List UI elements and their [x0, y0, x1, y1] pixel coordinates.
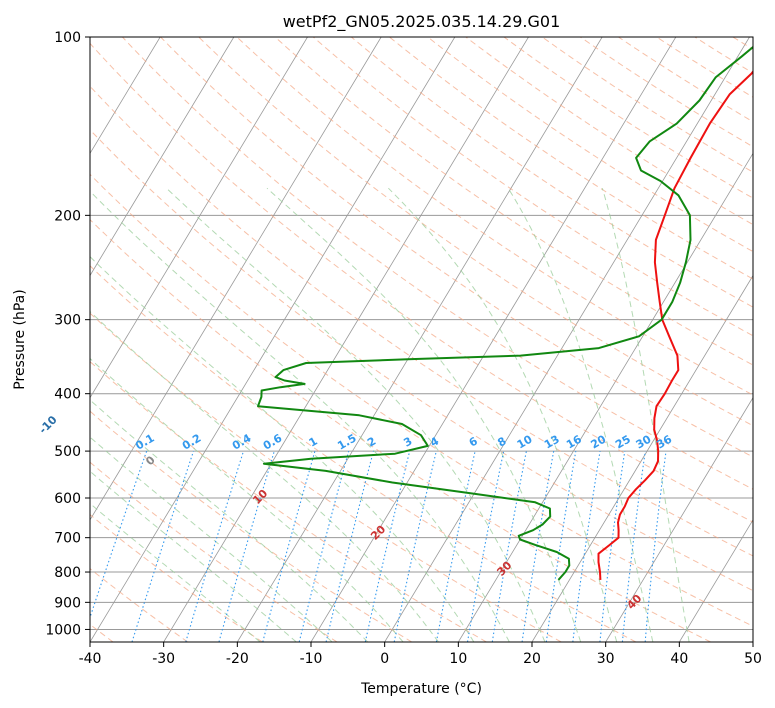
moist-adiabat-line	[266, 187, 582, 642]
dry-adiabat-line	[236, 37, 753, 396]
y-tick-label: 500	[54, 444, 81, 460]
x-tick-label: -20	[226, 651, 249, 667]
dry-adiabat-line	[503, 37, 753, 199]
y-tick-label: 1000	[45, 622, 81, 638]
dry-adiabat-line	[90, 265, 637, 642]
x-tick-label: 30	[597, 651, 615, 667]
y-tick-label: 800	[54, 565, 81, 581]
dry-adiabat-line	[90, 410, 413, 642]
y-tick-label: 600	[54, 491, 81, 507]
moist-adiabat-line	[388, 187, 618, 642]
isotherm-line	[531, 274, 753, 642]
mixing-ratio-line	[185, 450, 245, 642]
plot-background	[90, 37, 753, 642]
y-tick-label: 400	[54, 387, 81, 403]
dry-adiabat-line	[90, 360, 487, 642]
x-axis-label: Temperature (°C)	[360, 681, 482, 697]
y-tick-label: 700	[54, 531, 81, 547]
plot-frame	[89, 36, 754, 643]
y-tick-label: 300	[54, 313, 81, 329]
dry-adiabat-line	[580, 37, 753, 148]
chart-title: wetPf2_GN05.2025.035.14.29.G01	[283, 12, 561, 32]
isotherm-line	[90, 37, 308, 399]
moist-adiabat-line	[507, 187, 654, 642]
mixing-ratio-line	[364, 450, 411, 642]
dry-adiabat-label: -10	[36, 413, 59, 436]
mixing-ratio-line	[131, 450, 195, 642]
dry-adiabat-line	[90, 173, 753, 627]
dry-adiabat-line	[771, 37, 775, 642]
x-tick-label: 0	[380, 651, 389, 667]
isotherm-line	[0, 37, 13, 642]
axis-ticks: -40 -30 -20 -10 0 10 20 30 40 50 100 200 300 400 500 60…	[45, 30, 762, 667]
dry-adiabat-line	[160, 37, 753, 458]
isotherm-line	[752, 641, 753, 642]
isotherm-line	[605, 396, 753, 642]
dry-adiabat-line	[312, 37, 753, 337]
x-tick-label: 20	[523, 651, 541, 667]
mixing-ratio-line	[466, 450, 505, 642]
dry-adiabat-line	[541, 37, 753, 173]
moist-adiabat-line	[90, 256, 475, 642]
dry-adiabat-line	[198, 37, 753, 427]
x-tick-label: 50	[744, 651, 762, 667]
mixing-ratio-line	[393, 450, 437, 642]
dry-adiabat-line	[90, 514, 263, 642]
isotherm-line	[90, 37, 382, 521]
isotherm-line	[384, 37, 750, 642]
dry-adiabat-line	[274, 37, 753, 366]
x-tick-label: 40	[670, 651, 688, 667]
moist-adiabat-line	[166, 187, 546, 642]
isotherm-line	[236, 37, 603, 642]
dry-adiabat-line	[90, 85, 753, 557]
mixing-ratio-line	[491, 450, 527, 642]
isotherm-line	[90, 37, 235, 277]
data-series	[257, 45, 753, 581]
x-tick-label: -30	[152, 651, 175, 667]
mixing-ratio-line	[521, 450, 555, 642]
mixing-ratio-line	[545, 451, 577, 642]
isotherm-line	[678, 519, 753, 642]
mixing-ratio-line	[621, 451, 646, 642]
y-tick-label: 900	[54, 595, 81, 611]
x-tick-label: -10	[300, 651, 323, 667]
mixing-ratio-line	[572, 451, 601, 642]
moist-adiabat-line	[90, 436, 333, 642]
mixing-ratio-line	[325, 450, 375, 642]
moist-adiabat-line	[90, 190, 510, 642]
dewpoint-profile-line	[257, 45, 753, 581]
isotherm-line	[163, 37, 529, 642]
y-tick-label: 100	[54, 30, 81, 46]
mixing-ratio-line	[90, 450, 148, 620]
temperature-profile-line	[597, 69, 753, 580]
dry-adiabat-line	[122, 37, 753, 490]
mixing-ratio-line	[218, 450, 275, 642]
y-tick-label: 200	[54, 208, 81, 224]
mixing-ratio-line	[435, 450, 476, 642]
mixing-ratio-line	[262, 450, 316, 642]
y-axis-label: Pressure (hPa)	[12, 289, 28, 389]
x-tick-label: -40	[79, 651, 102, 667]
moist-adiabat-line	[90, 357, 404, 642]
moist-adiabat-line	[90, 502, 261, 642]
isotherm-line	[90, 37, 161, 155]
isotherm-line	[457, 152, 753, 642]
mixing-ratio-line	[298, 450, 350, 642]
isotherm-line	[90, 37, 456, 642]
x-tick-label: 10	[449, 651, 467, 667]
moist-adiabat-line	[90, 399, 369, 642]
mixing-ratio-line	[599, 451, 626, 642]
dry-adiabat-line	[90, 42, 753, 523]
